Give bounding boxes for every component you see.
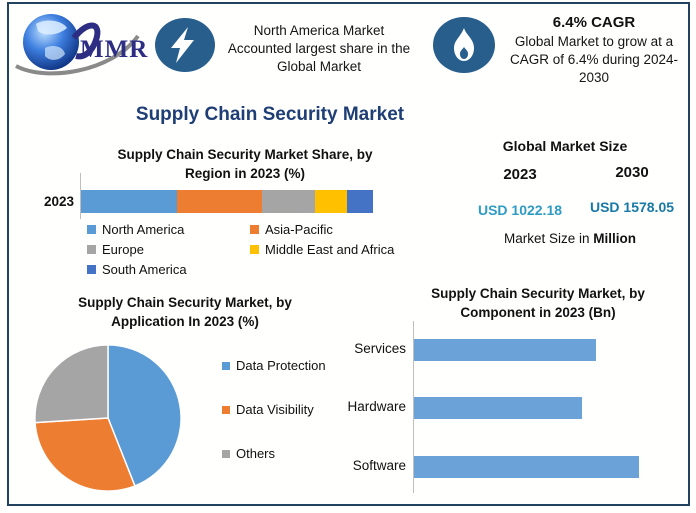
flame-icon [433,17,495,73]
component-chart-title-line-1: Supply Chain Security Market, by [431,286,645,301]
component-bar-software [414,456,639,478]
bar-segment-south-america [346,190,373,213]
legend-label-data-protection: Data Protection [236,358,326,373]
application-pie-chart [34,344,182,492]
share-highlight-text: North America Market Accounted largest s… [220,22,418,76]
market-size-year-2023: 2023 [503,166,537,183]
component-bar-hardware [414,397,582,419]
share-line-1: North America Market [253,23,385,38]
legend-swatch-south-america [87,265,96,274]
footnote-prefix: Market Size in [503,231,594,246]
legend-label-data-visibility: Data Visibility [236,402,314,417]
legend-item-others: Others [222,446,326,461]
bar-segment-europe [262,190,315,213]
region-chart-title-line-1: Supply Chain Security Market Share, by [117,147,373,162]
footnote-unit: Million [593,231,637,246]
application-chart-title: Supply Chain Security Market, by Applica… [28,293,342,331]
legend-item-data-protection: Data Protection [222,358,326,373]
component-label-services: Services [354,341,406,356]
component-chart-title-line-2: Component in 2023 (Bn) [460,305,616,320]
legend-label-mea: Middle East and Africa [265,242,395,257]
legend-swatch-others [222,449,230,458]
bar-segment-asia-pacific [177,190,263,213]
globe-icon [15,14,140,76]
legend-swatch-mea [250,245,259,254]
bar-segment-mea [314,190,347,213]
legend-item-north-america: North America [87,222,250,237]
mmr-logo: MMR [12,8,162,86]
legend-swatch-data-protection [222,361,230,370]
legend-label-asia-pacific: Asia-Pacific [265,222,333,237]
page-title: Supply Chain Security Market [135,104,405,125]
logo-wordmark: MMR [80,36,149,63]
legend-item-mea: Middle East and Africa [250,242,417,257]
legend-item-south-america: South America [87,262,250,277]
legend-swatch-asia-pacific [250,225,259,234]
market-size-value-2023: USD 1022.18 [477,202,563,218]
share-line-3: Global Market [276,59,362,74]
region-chart-title: Supply Chain Security Market Share, by R… [75,145,415,183]
legend-item-data-visibility: Data Visibility [222,402,326,417]
legend-item-asia-pacific: Asia-Pacific [250,222,417,237]
component-chart-title: Supply Chain Security Market, by Compone… [388,284,688,322]
market-size-year-2030: 2030 [615,164,649,181]
pie-slice-data-visibility [34,417,136,492]
legend-swatch-north-america [87,225,96,234]
region-chart-legend: North America Asia-Pacific Europe Middle… [87,222,417,277]
region-stacked-bar [81,190,373,213]
component-bar-services [414,339,596,361]
cagr-line-2: CAGR of 6.4% during 2024- [509,52,679,67]
component-label-software: Software [352,458,406,473]
bar-segment-north-america [81,190,178,213]
legend-item-europe: Europe [87,242,250,257]
legend-label-south-america: South America [102,262,187,277]
market-size-title: Global Market Size [502,138,628,154]
application-chart-title-line-1: Supply Chain Security Market, by [78,295,292,310]
legend-label-others: Others [236,446,276,461]
application-chart-title-line-2: Application In 2023 (%) [111,314,259,329]
market-size-footnote: Market Size in Million [465,231,675,246]
legend-swatch-data-visibility [222,405,230,414]
cagr-text: Global Market to grow at a CAGR of 6.4% … [494,33,694,87]
pie-slice-data-protection [107,344,182,487]
legend-label-north-america: North America [102,222,185,237]
cagr-line-1: Global Market to grow at a [514,34,674,49]
component-chart-axis [413,321,414,493]
component-label-hardware: Hardware [347,399,406,414]
cagr-headline: 6.4% CAGR [552,14,636,31]
region-chart-axis [80,173,81,219]
pie-slice-others [34,344,109,424]
region-chart-title-line-2: Region in 2023 (%) [184,166,306,181]
share-line-2: Accounted largest share in the [227,41,411,56]
market-size-value-2030: USD 1578.05 [589,199,675,215]
lightning-bolt-icon [155,18,215,72]
legend-label-europe: Europe [102,242,144,257]
application-chart-legend: Data Protection Data Visibility Others [222,358,326,490]
legend-swatch-europe [87,245,96,254]
region-chart-year-label: 2023 [43,194,74,209]
cagr-line-3: 2030 [578,70,610,85]
